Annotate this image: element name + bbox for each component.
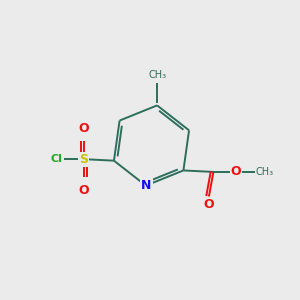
Text: O: O [204, 198, 214, 211]
Text: Cl: Cl [50, 154, 62, 164]
Text: CH₃: CH₃ [148, 70, 166, 80]
Text: O: O [79, 122, 89, 135]
Text: O: O [79, 184, 89, 196]
Text: CH₃: CH₃ [256, 167, 274, 177]
Text: S: S [80, 153, 88, 166]
Text: N: N [141, 179, 152, 192]
Text: O: O [231, 165, 241, 178]
